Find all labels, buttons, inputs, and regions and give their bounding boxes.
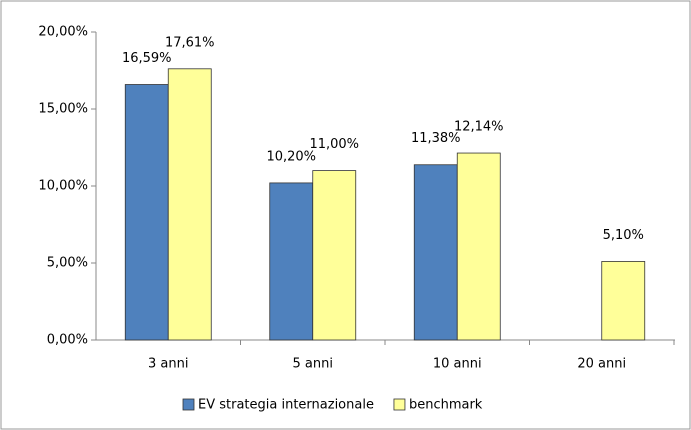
bar <box>456 152 501 341</box>
legend-swatch <box>393 398 406 411</box>
y-tick-label: 15,00% <box>38 102 88 117</box>
value-label: 17,61% <box>165 35 215 50</box>
bar <box>269 182 314 341</box>
bar <box>601 261 646 341</box>
bar <box>124 84 169 341</box>
legend-label: EV strategia internazionale <box>198 398 374 413</box>
value-label: 10,20% <box>266 149 316 164</box>
value-label: 11,38% <box>411 131 461 146</box>
legend-swatch <box>182 398 195 411</box>
value-label: 16,59% <box>122 51 172 66</box>
y-tick-label: 0,00% <box>47 333 88 348</box>
value-label: 12,14% <box>454 120 504 135</box>
value-label: 11,00% <box>309 137 359 152</box>
x-tick-label: 20 anni <box>577 357 626 372</box>
bar <box>413 164 458 341</box>
bar <box>312 170 357 341</box>
x-tick-label: 5 anni <box>293 357 333 372</box>
y-tick-label: 10,00% <box>38 179 88 194</box>
x-tick-label: 10 anni <box>433 357 482 372</box>
legend-label: benchmark <box>409 398 483 413</box>
value-label: 5,10% <box>603 228 644 243</box>
y-tick-label: 20,00% <box>38 25 88 40</box>
x-tick-label: 3 anni <box>148 357 188 372</box>
bar <box>167 68 212 341</box>
y-tick-label: 5,00% <box>47 256 88 271</box>
